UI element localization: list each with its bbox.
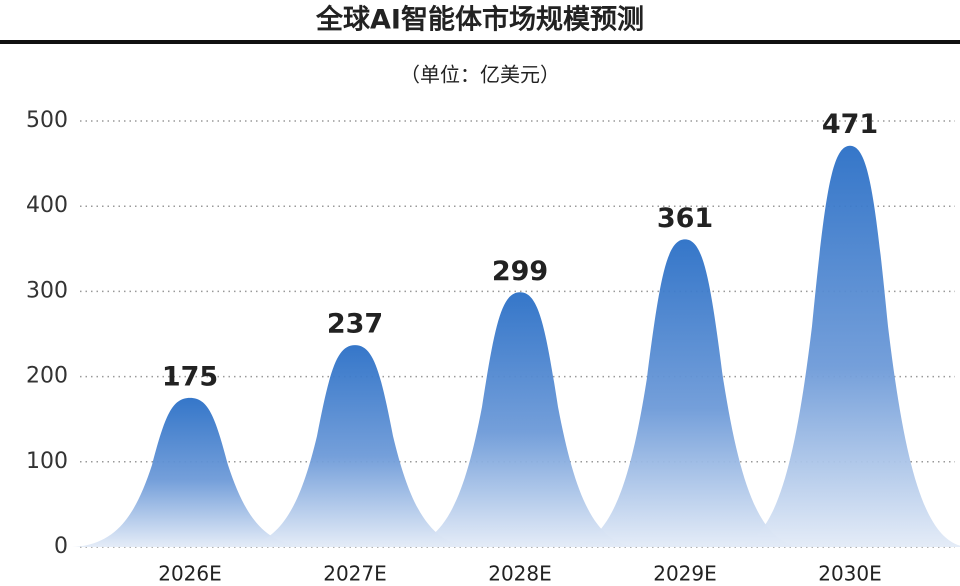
value-label: 299 [492, 256, 548, 287]
value-label: 237 [327, 309, 383, 340]
y-tick-label: 500 [26, 108, 68, 133]
x-tick-label: 2026E [158, 562, 222, 586]
x-tick-label: 2027E [323, 562, 387, 586]
bar [567, 239, 803, 548]
y-tick-label: 200 [26, 364, 68, 389]
x-tick-label: 2029E [653, 562, 717, 586]
x-tick-label: 2030E [818, 562, 882, 586]
chart-title: 全球AI智能体市场规模预测 [315, 4, 644, 36]
bar [237, 345, 473, 547]
bar [732, 145, 960, 547]
bar [402, 292, 638, 547]
chart-subtitle: （单位：亿美元） [400, 63, 560, 87]
title-rule [0, 40, 960, 44]
y-tick-label: 100 [26, 449, 68, 474]
x-tick-label: 2028E [488, 562, 552, 586]
value-label: 175 [162, 361, 218, 392]
value-label: 361 [657, 203, 713, 234]
grid: 0 100 200 300 400 500 [26, 108, 955, 559]
y-tick-label: 0 [54, 534, 68, 559]
y-tick-label: 400 [26, 193, 68, 218]
bar [72, 397, 308, 547]
plot: 175 2026E 237 2027E 299 2028E 361 2029E 471 2030E [72, 109, 960, 586]
value-label: 471 [822, 109, 878, 140]
y-tick-label: 300 [26, 278, 68, 303]
